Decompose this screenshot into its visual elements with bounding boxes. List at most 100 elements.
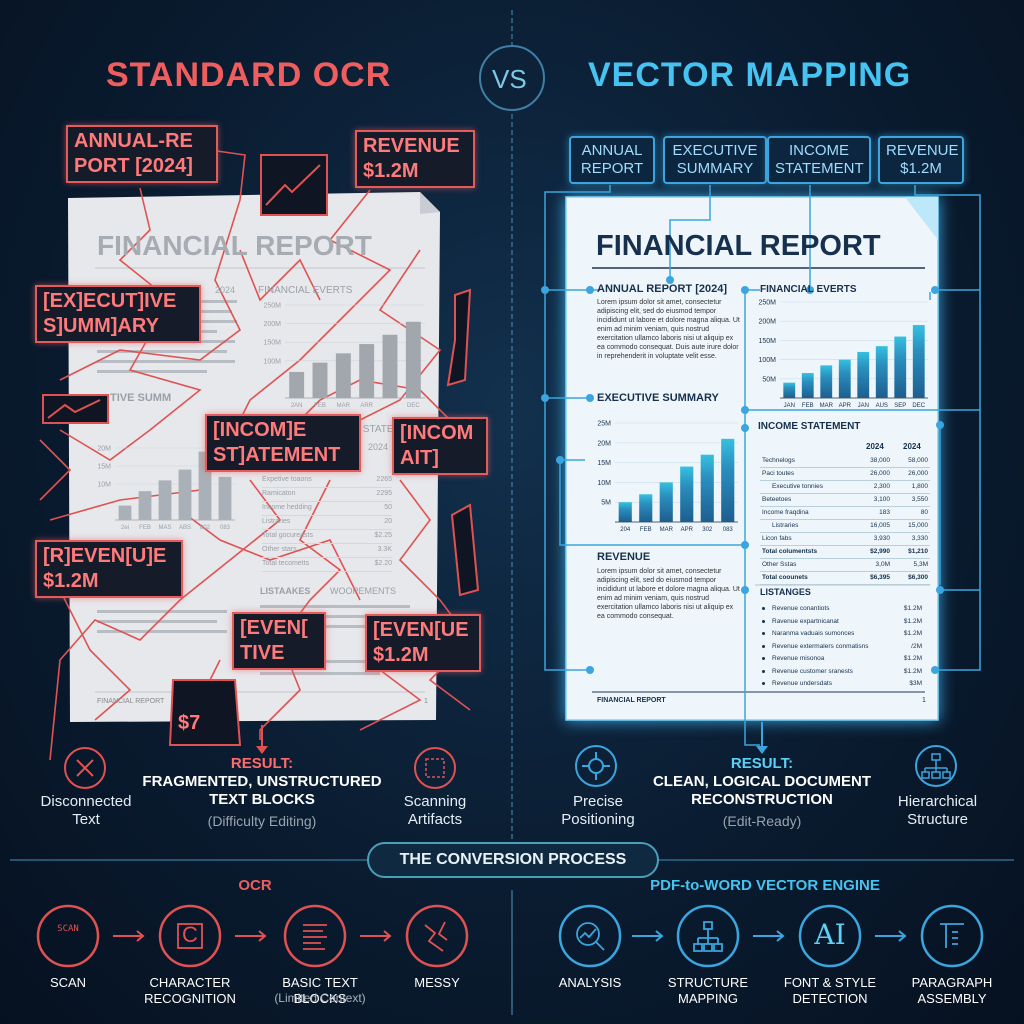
vector-title: VECTOR MAPPING bbox=[588, 56, 912, 94]
x-tick-label: MAR bbox=[660, 527, 674, 533]
table-row: Total gocureasts $2.25 bbox=[262, 530, 392, 544]
y-tick-label: 5M bbox=[601, 500, 611, 507]
bar bbox=[875, 346, 888, 398]
list-text: Revenue undersdats bbox=[772, 680, 832, 687]
list-value: $1.2M bbox=[903, 630, 922, 637]
table-cell: Executive tonnies bbox=[772, 483, 823, 490]
table-cell: Total gocureasts bbox=[262, 532, 313, 539]
x-tick-label: ARR bbox=[360, 403, 373, 409]
y-tick-label: 25M bbox=[597, 421, 611, 428]
table-cell: $1,210 bbox=[908, 548, 928, 555]
table-title: INCOME STATEMENT bbox=[320, 424, 422, 435]
table-cell: 38,000 bbox=[870, 457, 890, 464]
step-label: SCAN bbox=[49, 975, 87, 990]
list-value: $1.2M bbox=[903, 617, 922, 625]
doc-year: 2024 bbox=[215, 285, 236, 295]
bar bbox=[680, 466, 694, 522]
result-label: RESULT: bbox=[730, 755, 794, 772]
step-label: MESSY bbox=[414, 975, 460, 990]
bullet bbox=[762, 657, 765, 660]
table-cell: 3,550 bbox=[911, 496, 928, 503]
bar bbox=[382, 334, 398, 398]
y-tick-label: 10M bbox=[97, 482, 111, 489]
table-cell: 80 bbox=[920, 509, 928, 516]
bar bbox=[783, 382, 796, 398]
table-cell: Listraries bbox=[262, 518, 291, 525]
list-title: LISTAAKES bbox=[260, 586, 311, 596]
table-cell: Licon fabs bbox=[762, 535, 792, 542]
table-row: Listraries 16,005 15,000 bbox=[760, 520, 930, 533]
table-cell: 15,000 bbox=[908, 522, 928, 529]
result-text: FRAGMENTED, UNSTRUCTURED TEXT BLOCKS bbox=[142, 773, 382, 808]
x-tick-label: FEB bbox=[640, 527, 652, 533]
step-arrow bbox=[113, 930, 907, 942]
x-tick-label: 083 bbox=[723, 527, 734, 533]
table-header: 2024 bbox=[368, 442, 389, 452]
bar bbox=[721, 438, 735, 522]
vector-paper bbox=[565, 196, 939, 721]
y-tick-label: 100M bbox=[263, 358, 281, 365]
ocr-label: [INCOM AIT] bbox=[392, 417, 488, 475]
vs-circle bbox=[479, 45, 545, 111]
x-tick-label: MAR bbox=[820, 403, 834, 409]
table-cell: Total tecometts bbox=[262, 560, 310, 567]
bullet bbox=[762, 619, 765, 623]
bar bbox=[158, 480, 172, 520]
step-icon-text: SCAN bbox=[57, 924, 79, 934]
y-tick-label: 150M bbox=[758, 338, 776, 345]
table-cell: 183 bbox=[879, 509, 890, 516]
x-tick-label: JAN bbox=[858, 403, 869, 409]
step-note: (Limited Context) bbox=[274, 991, 366, 1005]
table-row: Listraries 20 bbox=[262, 516, 392, 530]
table-row: Income hedding 50 bbox=[262, 502, 392, 516]
table-cell: 2,300 bbox=[873, 483, 890, 490]
table: Expetive toaons 2265 Ramicaton 2295 Income h… bbox=[262, 474, 392, 572]
bar bbox=[639, 494, 653, 522]
table-cell: Income hedding bbox=[262, 504, 312, 511]
y-tick-label: 15M bbox=[97, 464, 111, 471]
x-tick-label: DEC bbox=[912, 403, 925, 409]
x-tick-label: APR bbox=[681, 527, 694, 533]
bar bbox=[912, 325, 925, 398]
table-cell: Expetive toaons bbox=[262, 476, 312, 483]
table-row: Other stars 3.3K bbox=[262, 544, 392, 558]
list-value: $3M bbox=[909, 680, 922, 687]
section-title: REVENUE bbox=[597, 551, 651, 563]
x-tick-label: 2ei bbox=[121, 525, 129, 531]
table-cell: Ramicaton bbox=[262, 490, 296, 497]
y-tick-label: 50M bbox=[762, 376, 776, 383]
bullet bbox=[762, 644, 765, 648]
section-title: ANNUAL REPORT [2024] bbox=[597, 283, 727, 295]
list-value: $1.2M bbox=[903, 605, 922, 612]
table-cell: Other Sstas bbox=[762, 561, 797, 568]
ocr-label: [EX]ECUT]IVE S]UMM]ARY bbox=[35, 285, 201, 343]
y-tick-label: 20M bbox=[97, 446, 111, 453]
bar bbox=[359, 344, 375, 398]
x-tick-label: FEB bbox=[139, 525, 151, 531]
table-cell: Paci toutes bbox=[762, 470, 795, 477]
table-cell: Other stars bbox=[262, 546, 297, 553]
table-row: Beteetoes 3,100 3,550 bbox=[760, 494, 930, 507]
table: Technelogs 38,000 58,000 Paci toutes 26,000 2… bbox=[760, 455, 930, 585]
section-title: EXECUTIVE SUMMARY bbox=[597, 392, 719, 404]
table-cell: Income fraqdina bbox=[762, 509, 809, 516]
result-label: RESULT: bbox=[230, 755, 294, 772]
list-text: Revenue customer sranests bbox=[772, 667, 853, 675]
bar bbox=[178, 469, 192, 520]
chart-title: FINANCIAL EVERTS bbox=[760, 284, 857, 295]
list-text: Revenue conantiots bbox=[772, 605, 830, 612]
result-note: (Edit-Ready) bbox=[722, 813, 802, 829]
y-tick-label: 150M bbox=[263, 340, 281, 347]
x-tick-label: FEB bbox=[802, 403, 814, 409]
process-group-title: OCR bbox=[238, 877, 272, 894]
table-cell: 20 bbox=[384, 518, 392, 525]
bar bbox=[838, 359, 851, 398]
connector-dots bbox=[541, 276, 944, 674]
bar bbox=[218, 476, 232, 520]
feature-label: Hierarchical Structure bbox=[897, 793, 978, 828]
list-title: LISTANGES bbox=[760, 587, 811, 597]
x-tick-label: 302 bbox=[702, 527, 713, 533]
step-icon bbox=[36, 904, 984, 968]
table-cell: Total coounets bbox=[762, 574, 808, 581]
